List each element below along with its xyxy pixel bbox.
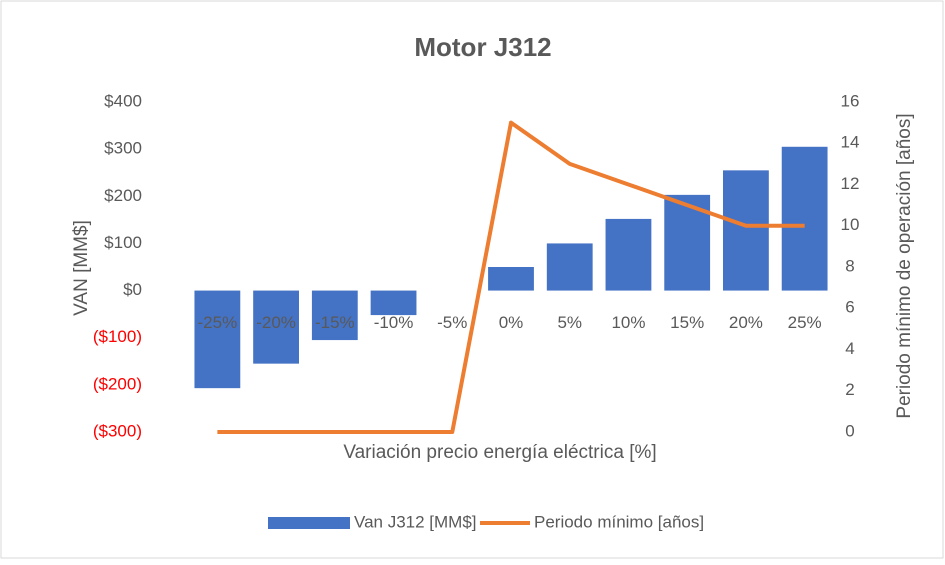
y2-tick-label: 14 (841, 133, 860, 152)
bar (546, 243, 593, 291)
legend-swatch (268, 517, 350, 529)
y2-axis-title: Periodo mínimo de operación [años] (894, 113, 915, 418)
line (217, 120, 805, 434)
x-tick-label: -20% (256, 313, 296, 332)
bar (370, 290, 417, 316)
y-tick-label: ($100) (93, 327, 142, 346)
y-tick-label: $0 (123, 280, 142, 299)
bar (781, 146, 828, 291)
legend-label: Van J312 [MM$] (354, 512, 477, 531)
x-tick-label: -25% (198, 313, 238, 332)
y2-tick-label: 0 (845, 421, 854, 440)
y2-tick-label: 8 (845, 256, 854, 275)
y-tick-label: $100 (104, 233, 142, 252)
chart-title: Motor J312 (414, 32, 551, 62)
y-tick-label: $400 (104, 91, 142, 110)
y2-tick-label: 6 (845, 298, 854, 317)
bar (605, 218, 652, 291)
x-tick-label: 5% (557, 313, 582, 332)
y-tick-label: $300 (104, 139, 142, 158)
x-tick-label: -15% (315, 313, 355, 332)
x-tick-label: 15% (670, 313, 704, 332)
x-tick-label: 0% (499, 313, 524, 332)
y-axis-title: VAN [MM$] (71, 220, 92, 316)
bar (488, 267, 534, 291)
bar (723, 170, 769, 291)
bar (253, 290, 299, 364)
x-tick-label: -5% (437, 313, 467, 332)
x-axis-title: Variación precio energía eléctrica [%] (343, 442, 656, 463)
y-tick-label: ($200) (93, 374, 142, 393)
x-tick-label: -10% (374, 313, 414, 332)
x-tick-label: 25% (788, 313, 822, 332)
legend-label: Periodo mínimo [años] (534, 512, 704, 531)
y2-tick-label: 4 (845, 339, 854, 358)
bar (311, 290, 358, 341)
y-tick-label: ($300) (93, 421, 142, 440)
bar (194, 290, 241, 389)
y2-tick-label: 12 (841, 174, 860, 193)
y2-tick-label: 2 (845, 380, 854, 399)
y2-tick-label: 16 (841, 91, 860, 110)
x-tick-label: 10% (611, 313, 645, 332)
x-tick-label: 20% (729, 313, 763, 332)
y2-tick-label: 10 (841, 215, 860, 234)
y-tick-label: $200 (104, 186, 142, 205)
